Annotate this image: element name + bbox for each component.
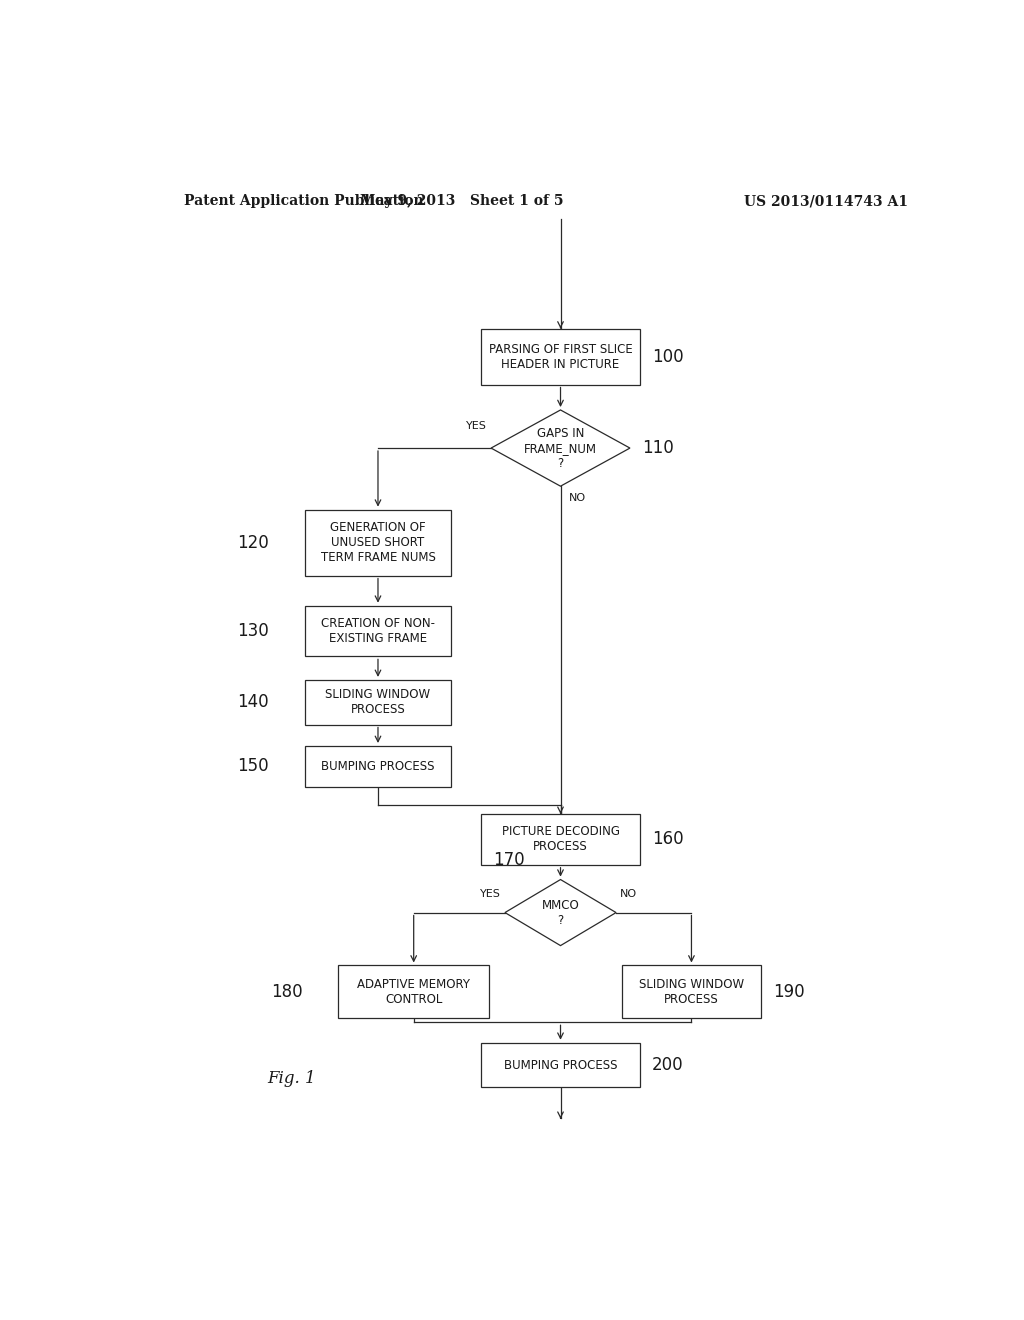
Text: 190: 190 bbox=[773, 983, 805, 1001]
Text: BUMPING PROCESS: BUMPING PROCESS bbox=[504, 1059, 617, 1072]
Text: May 9, 2013   Sheet 1 of 5: May 9, 2013 Sheet 1 of 5 bbox=[359, 194, 563, 209]
Text: 110: 110 bbox=[642, 440, 674, 457]
FancyBboxPatch shape bbox=[622, 965, 761, 1018]
Text: 200: 200 bbox=[652, 1056, 683, 1074]
Text: 120: 120 bbox=[238, 533, 269, 552]
FancyBboxPatch shape bbox=[481, 814, 640, 865]
Text: PARSING OF FIRST SLICE
HEADER IN PICTURE: PARSING OF FIRST SLICE HEADER IN PICTURE bbox=[488, 343, 633, 371]
Polygon shape bbox=[505, 879, 616, 945]
Text: 150: 150 bbox=[238, 758, 269, 775]
Text: Patent Application Publication: Patent Application Publication bbox=[183, 194, 423, 209]
Text: YES: YES bbox=[480, 890, 501, 899]
Text: 170: 170 bbox=[494, 851, 524, 870]
Text: 100: 100 bbox=[652, 347, 683, 366]
Text: YES: YES bbox=[466, 421, 487, 430]
Text: 160: 160 bbox=[652, 830, 683, 849]
Text: NO: NO bbox=[568, 494, 586, 503]
FancyBboxPatch shape bbox=[304, 746, 452, 787]
FancyBboxPatch shape bbox=[304, 606, 452, 656]
FancyBboxPatch shape bbox=[304, 510, 452, 576]
FancyBboxPatch shape bbox=[338, 965, 489, 1018]
FancyBboxPatch shape bbox=[304, 680, 452, 725]
Text: 180: 180 bbox=[271, 983, 303, 1001]
Text: CREATION OF NON-
EXISTING FRAME: CREATION OF NON- EXISTING FRAME bbox=[321, 616, 435, 645]
Text: US 2013/0114743 A1: US 2013/0114743 A1 bbox=[744, 194, 908, 209]
Polygon shape bbox=[492, 411, 630, 486]
Text: 130: 130 bbox=[238, 622, 269, 640]
FancyBboxPatch shape bbox=[481, 329, 640, 384]
FancyBboxPatch shape bbox=[481, 1043, 640, 1088]
Text: 140: 140 bbox=[238, 693, 269, 711]
Text: GAPS IN
FRAME_NUM
?: GAPS IN FRAME_NUM ? bbox=[524, 426, 597, 470]
Text: MMCO
?: MMCO ? bbox=[542, 899, 580, 927]
Text: SLIDING WINDOW
PROCESS: SLIDING WINDOW PROCESS bbox=[326, 688, 430, 717]
Text: PICTURE DECODING
PROCESS: PICTURE DECODING PROCESS bbox=[502, 825, 620, 854]
Text: GENERATION OF
UNUSED SHORT
TERM FRAME NUMS: GENERATION OF UNUSED SHORT TERM FRAME NU… bbox=[321, 521, 435, 564]
Text: ADAPTIVE MEMORY
CONTROL: ADAPTIVE MEMORY CONTROL bbox=[357, 978, 470, 1006]
Text: NO: NO bbox=[620, 890, 637, 899]
Text: Fig. 1: Fig. 1 bbox=[267, 1069, 315, 1086]
Text: SLIDING WINDOW
PROCESS: SLIDING WINDOW PROCESS bbox=[639, 978, 744, 1006]
Text: BUMPING PROCESS: BUMPING PROCESS bbox=[322, 760, 435, 772]
